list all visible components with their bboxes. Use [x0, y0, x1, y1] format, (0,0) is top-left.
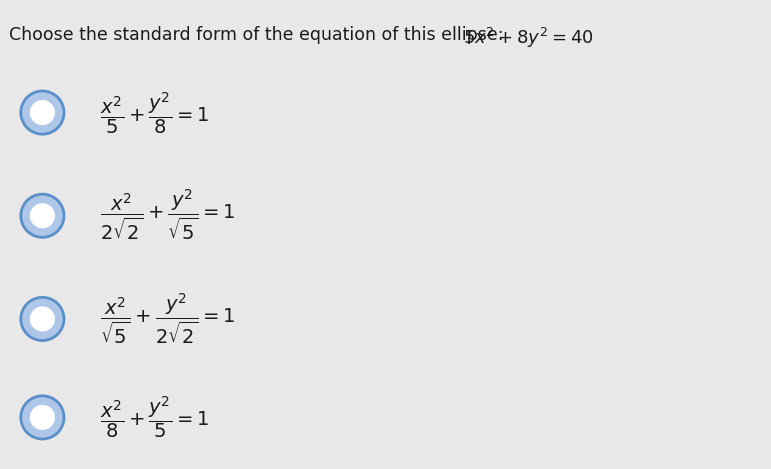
Ellipse shape	[31, 204, 54, 227]
Ellipse shape	[31, 307, 54, 331]
Ellipse shape	[31, 406, 54, 429]
Ellipse shape	[21, 91, 64, 134]
Text: $5x^2 + 8y^2 = 40$: $5x^2 + 8y^2 = 40$	[463, 26, 593, 50]
Ellipse shape	[21, 396, 64, 439]
Ellipse shape	[31, 101, 54, 124]
Text: $\dfrac{x^2}{\sqrt{5}} + \dfrac{y^2}{2\sqrt{2}} = 1$: $\dfrac{x^2}{\sqrt{5}} + \dfrac{y^2}{2\s…	[100, 291, 235, 347]
Text: Choose the standard form of the equation of this ellipse:: Choose the standard form of the equation…	[9, 26, 503, 44]
Text: $\dfrac{x^2}{5} + \dfrac{y^2}{8} = 1$: $\dfrac{x^2}{5} + \dfrac{y^2}{8} = 1$	[100, 90, 210, 136]
Text: $\dfrac{x^2}{8} + \dfrac{y^2}{5} = 1$: $\dfrac{x^2}{8} + \dfrac{y^2}{5} = 1$	[100, 394, 210, 440]
Ellipse shape	[21, 194, 64, 237]
Text: $\dfrac{x^2}{2\sqrt{2}} + \dfrac{y^2}{\sqrt{5}} = 1$: $\dfrac{x^2}{2\sqrt{2}} + \dfrac{y^2}{\s…	[100, 188, 235, 243]
Ellipse shape	[21, 297, 64, 340]
